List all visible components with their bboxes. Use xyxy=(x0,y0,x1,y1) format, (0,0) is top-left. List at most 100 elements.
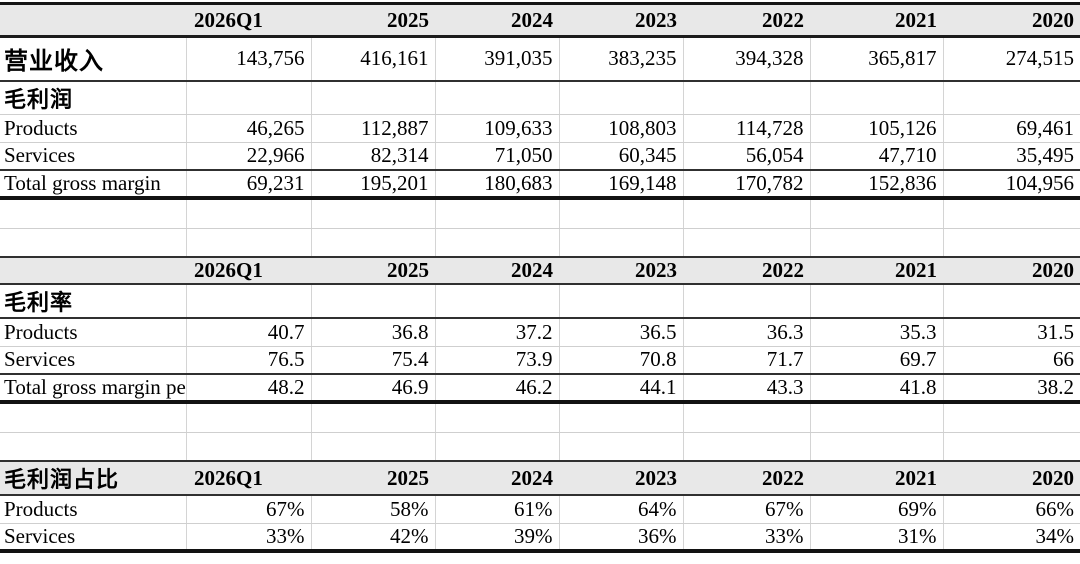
revenue-row: 营业收入 143,756 416,161 391,035 383,235 394… xyxy=(0,36,1080,82)
cell: 416,161 xyxy=(311,36,436,82)
row-label: Services xyxy=(0,523,187,553)
empty-cell xyxy=(311,228,436,256)
cell: 61% xyxy=(435,495,560,524)
empty-cell xyxy=(559,80,684,115)
year-header: 2024 xyxy=(435,460,559,496)
empty-cell xyxy=(186,200,312,229)
gross-profit-section-row: 毛利润 xyxy=(0,80,1080,115)
year-header: 2022 xyxy=(683,3,810,38)
year-header: 2026Q1 xyxy=(186,3,311,38)
empty-cell xyxy=(683,404,811,433)
year-header: 2020 xyxy=(943,256,1080,285)
blank-row xyxy=(0,200,1080,229)
year-header: 2026Q1 xyxy=(186,460,311,496)
cell: 42% xyxy=(311,523,436,553)
cell: 66% xyxy=(943,495,1080,524)
empty-cell xyxy=(943,200,1080,229)
row-label: Products xyxy=(0,114,187,143)
cell: 391,035 xyxy=(435,36,560,82)
empty-cell xyxy=(683,284,811,319)
cell: 105,126 xyxy=(810,114,944,143)
empty-cell xyxy=(0,432,187,460)
empty-cell xyxy=(435,80,560,115)
cell: 73.9 xyxy=(435,346,560,375)
empty-corner-cell xyxy=(0,256,186,285)
cell: 70.8 xyxy=(559,346,684,375)
empty-cell xyxy=(435,404,560,433)
empty-cell xyxy=(186,80,312,115)
row-label: Services xyxy=(0,346,187,375)
year-header: 2024 xyxy=(435,3,559,38)
empty-cell xyxy=(311,432,436,460)
cell: 36.3 xyxy=(683,318,811,347)
empty-cell xyxy=(943,432,1080,460)
cell: 36.5 xyxy=(559,318,684,347)
year-header: 2021 xyxy=(810,256,943,285)
cell: 75.4 xyxy=(311,346,436,375)
blank-row xyxy=(0,404,1080,433)
empty-cell xyxy=(943,284,1080,319)
year-header: 2023 xyxy=(559,460,683,496)
cell: 33% xyxy=(186,523,312,553)
empty-cell xyxy=(435,432,560,460)
empty-cell xyxy=(311,80,436,115)
year-header: 2021 xyxy=(810,460,943,496)
cell: 36.8 xyxy=(311,318,436,347)
cell: 47,710 xyxy=(810,142,944,171)
cell: 69,231 xyxy=(186,170,312,200)
year-header: 2023 xyxy=(559,3,683,38)
year-header: 2026Q1 xyxy=(186,256,311,285)
section-label: 毛利率 xyxy=(0,284,187,319)
cell: 76.5 xyxy=(186,346,312,375)
cell: 108,803 xyxy=(559,114,684,143)
cell: 34% xyxy=(943,523,1080,553)
empty-cell xyxy=(559,228,684,256)
empty-cell xyxy=(186,228,312,256)
row-label: Services xyxy=(0,142,187,171)
year-header: 2025 xyxy=(311,3,435,38)
empty-cell xyxy=(810,80,944,115)
row-label: Products xyxy=(0,318,187,347)
cell: 109,633 xyxy=(435,114,560,143)
cell: 383,235 xyxy=(559,36,684,82)
empty-cell xyxy=(559,432,684,460)
gross-margin-rate-table: 2026Q1 2025 2024 2023 2022 2021 2020 毛利率… xyxy=(0,256,1080,404)
cell: 274,515 xyxy=(943,36,1080,82)
cell: 46.9 xyxy=(311,374,436,404)
spacer-rows xyxy=(0,200,1080,256)
year-header-row: 2026Q1 2025 2024 2023 2022 2021 2020 xyxy=(0,256,1080,285)
cell: 82,314 xyxy=(311,142,436,171)
cell: 365,817 xyxy=(810,36,944,82)
spacer-rows xyxy=(0,404,1080,460)
cell: 152,836 xyxy=(810,170,944,200)
year-header: 2023 xyxy=(559,256,683,285)
cell: 71,050 xyxy=(435,142,560,171)
cell: 104,956 xyxy=(943,170,1080,200)
empty-cell xyxy=(943,404,1080,433)
cell: 112,887 xyxy=(311,114,436,143)
cell: 38.2 xyxy=(943,374,1080,404)
cell: 66 xyxy=(943,346,1080,375)
empty-cell xyxy=(435,228,560,256)
cell: 33% xyxy=(683,523,811,553)
cell: 394,328 xyxy=(683,36,811,82)
empty-cell xyxy=(559,200,684,229)
cell: 143,756 xyxy=(186,36,312,82)
cell: 170,782 xyxy=(683,170,811,200)
year-header: 2025 xyxy=(311,460,435,496)
cell: 35.3 xyxy=(810,318,944,347)
year-header-row: 2026Q1 2025 2024 2023 2022 2021 2020 xyxy=(0,3,1080,38)
row-label: Total gross margin pe xyxy=(0,374,187,404)
section-label: 毛利润 xyxy=(0,80,187,115)
empty-cell xyxy=(186,404,312,433)
empty-cell xyxy=(810,228,944,256)
cell: 69% xyxy=(810,495,944,524)
empty-cell xyxy=(435,200,560,229)
empty-cell xyxy=(0,404,187,433)
cell: 39% xyxy=(435,523,560,553)
empty-cell xyxy=(683,80,811,115)
empty-cell xyxy=(559,284,684,319)
cell: 22,966 xyxy=(186,142,312,171)
gross-profit-table: 2026Q1 2025 2024 2023 2022 2021 2020 营业收… xyxy=(0,2,1080,200)
